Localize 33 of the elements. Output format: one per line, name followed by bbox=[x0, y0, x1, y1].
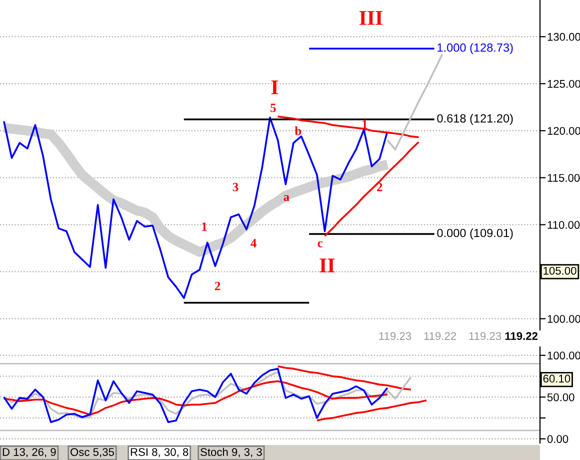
y-tick-label: 110.00 bbox=[548, 220, 580, 229]
annotation: 1.000 (128.73) bbox=[438, 43, 513, 54]
annotation: 1 bbox=[202, 222, 207, 231]
annotation: 2 bbox=[214, 282, 220, 290]
y-tick-label: 115.00 bbox=[548, 174, 580, 182]
annotation: 105.00 bbox=[544, 266, 576, 275]
y-tick-label: 100.00 bbox=[548, 314, 580, 323]
annotation: a bbox=[284, 195, 290, 202]
text: 119.23 bbox=[379, 332, 412, 340]
text: 119.23 bbox=[469, 332, 502, 340]
annotation: 3 bbox=[232, 182, 238, 192]
text: Stoch 9, 3, 3 bbox=[200, 448, 262, 458]
annotation: 0.000 (109.01) bbox=[437, 228, 513, 240]
annotation: 4 bbox=[250, 238, 256, 248]
y-tick-label: 120.00 bbox=[548, 126, 580, 135]
annotation: I bbox=[271, 80, 278, 94]
text: RSI 8, 30, 8 bbox=[130, 448, 188, 458]
text: 60.10 bbox=[543, 374, 570, 383]
text: Osc 5,35 bbox=[70, 448, 114, 458]
text: 119.22 bbox=[505, 332, 538, 340]
text: 119.22 bbox=[424, 332, 456, 340]
annotation: 5 bbox=[270, 104, 276, 112]
y-tick-label: 50.00 bbox=[547, 393, 574, 402]
annotation: 0.618 (121.20) bbox=[437, 114, 513, 125]
text: D 13, 26, 9 bbox=[2, 448, 56, 458]
y-tick-label: 100.00 bbox=[548, 352, 580, 360]
y-tick-label: 130.00 bbox=[548, 32, 580, 41]
annotation: III bbox=[359, 11, 382, 25]
annotation: II bbox=[320, 258, 335, 272]
y-tick-label: 0.00 bbox=[547, 435, 568, 443]
annotation: b bbox=[294, 126, 302, 136]
y-tick-label: 125.00 bbox=[548, 80, 580, 88]
annotation: c bbox=[318, 241, 323, 248]
